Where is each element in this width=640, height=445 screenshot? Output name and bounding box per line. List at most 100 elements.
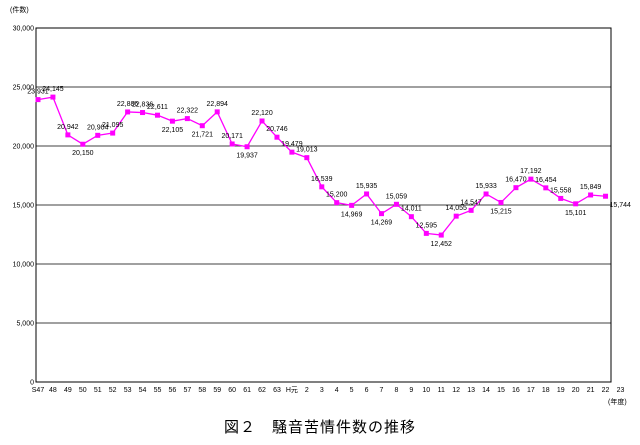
data-point [244, 144, 250, 150]
data-point [229, 141, 235, 147]
data-label: 22,611 [147, 104, 168, 111]
data-label: 14,011 [401, 206, 422, 213]
y-tick-label: 25,000 [13, 85, 35, 92]
x-tick-label: 9 [409, 387, 413, 394]
data-label: 15,200 [326, 192, 348, 199]
data-label: 15,933 [475, 183, 497, 190]
x-tick-label: 12 [452, 387, 460, 394]
x-tick-label: 7 [380, 387, 384, 394]
data-label: 16,539 [311, 176, 333, 183]
data-label: 20,171 [221, 133, 243, 140]
data-label: 19,013 [296, 147, 318, 154]
data-label: 15,558 [550, 187, 572, 194]
data-point [80, 141, 86, 147]
data-label: 15,215 [490, 208, 512, 215]
data-point [274, 134, 280, 140]
data-label: 14,969 [341, 211, 363, 218]
data-point [125, 109, 131, 115]
series-complaints [35, 94, 609, 238]
data-label: 20,150 [72, 150, 94, 157]
data-point [334, 200, 340, 206]
x-tick-label: 2 [305, 387, 309, 394]
data-label: 19,479 [281, 141, 303, 148]
data-point [468, 207, 474, 213]
data-label: 21,721 [192, 132, 214, 139]
data-point [199, 123, 205, 129]
data-point [95, 132, 101, 138]
data-label: 16,470 [505, 177, 527, 184]
data-point [498, 199, 504, 205]
data-label: 15,101 [565, 210, 587, 217]
y-tick-label: 20,000 [13, 144, 35, 151]
data-point [528, 176, 534, 182]
x-tick-label: 4 [335, 387, 339, 394]
data-point [184, 116, 190, 122]
chart-title: 図２ 騒音苦情件数の推移 [224, 418, 416, 436]
data-label: 22,886 [117, 101, 139, 108]
x-tick-label: 22 [602, 387, 610, 394]
x-tick-label: S47 [32, 387, 45, 394]
data-point [319, 184, 325, 190]
x-tick-label: 18 [542, 387, 550, 394]
data-point [349, 202, 355, 208]
data-label: 22,836 [132, 102, 154, 109]
data-point [423, 230, 429, 236]
data-label: 24,145 [42, 86, 64, 93]
data-label: 21,095 [102, 122, 124, 129]
series-line [37, 96, 606, 236]
data-label: 19,937 [236, 153, 258, 160]
data-point [393, 201, 399, 207]
data-point [35, 97, 41, 103]
data-label: 22,322 [177, 108, 199, 115]
x-tick-label: 13 [467, 387, 475, 394]
data-point [140, 110, 146, 116]
x-tick-label: 3 [320, 387, 324, 394]
data-label: 23,931 [27, 89, 49, 96]
data-point [214, 109, 220, 115]
x-axis-unit-label: (年度) [608, 397, 627, 406]
data-label: 15,935 [356, 183, 378, 190]
x-tick-label: 14 [482, 387, 490, 394]
data-point [438, 232, 444, 238]
x-tick-label: 23 [617, 387, 625, 394]
data-point [259, 118, 265, 124]
x-tick-label: 15 [497, 387, 505, 394]
data-label: 16,454 [535, 177, 557, 184]
data-point [379, 211, 385, 217]
x-tick-label: 6 [365, 387, 369, 394]
data-point [483, 191, 489, 197]
x-tick-label: 5 [350, 387, 354, 394]
y-tick-label: 30,000 [13, 26, 35, 33]
x-tick-label: 59 [213, 387, 221, 394]
x-tick-label: 49 [64, 387, 72, 394]
gridlines [36, 27, 611, 383]
data-point [169, 118, 175, 124]
x-tick-label: 62 [258, 387, 266, 394]
x-tick-label: 63 [273, 387, 281, 394]
x-tick-label: 56 [169, 387, 177, 394]
x-tick-label: 50 [79, 387, 87, 394]
data-point [603, 193, 609, 199]
data-label: 12,595 [416, 222, 438, 229]
x-tick-label: 16 [512, 387, 520, 394]
data-label: 20,746 [266, 126, 288, 133]
data-point [588, 192, 594, 198]
x-tick-label: 11 [438, 387, 445, 394]
y-tick-label: 5,000 [16, 321, 34, 328]
data-label: 15,059 [386, 193, 408, 200]
data-label: 20,904 [87, 124, 109, 131]
x-tick-label: 8 [394, 387, 398, 394]
data-label: 20,942 [57, 124, 79, 131]
x-tick-label: 17 [527, 387, 535, 394]
data-point [65, 132, 71, 138]
data-point [543, 185, 549, 191]
plot-frame [35, 27, 612, 383]
x-tick-label: 57 [183, 387, 191, 394]
x-tick-label: 61 [243, 387, 251, 394]
x-tick-label: 58 [198, 387, 206, 394]
data-point [453, 213, 459, 219]
x-tick-label: 55 [154, 387, 162, 394]
x-axis-tick-labels: S47 48 49 50 51 52 53 54 55 56 57 58 59 60 61 62 63 H元 2 3 4… [32, 386, 625, 394]
data-label: 22,105 [162, 127, 184, 134]
